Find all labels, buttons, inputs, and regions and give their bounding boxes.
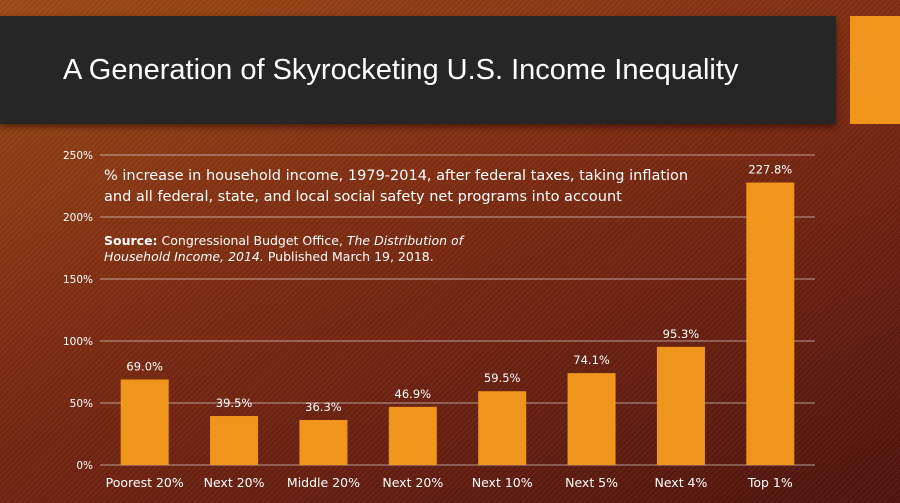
bar bbox=[746, 182, 795, 465]
x-tick-label: Top 1% bbox=[747, 475, 793, 490]
x-tick-label: Next 5% bbox=[565, 475, 618, 490]
x-tick-label: Middle 20% bbox=[287, 475, 360, 490]
source-org: Congressional Budget Office, bbox=[161, 233, 343, 248]
x-tick-label: Next 4% bbox=[654, 475, 707, 490]
x-tick-label: Next 10% bbox=[472, 475, 533, 490]
y-tick-label: 100% bbox=[63, 336, 93, 348]
value-label: 46.9% bbox=[395, 387, 432, 401]
bar bbox=[388, 406, 437, 465]
y-tick-label: 0% bbox=[76, 460, 93, 472]
source-published: Published March 19, 2018. bbox=[267, 249, 434, 264]
source-label: Source: bbox=[104, 233, 158, 248]
value-label: 36.3% bbox=[305, 400, 342, 414]
chart-caption-line-1: % increase in household income, 1979-201… bbox=[104, 168, 689, 184]
y-tick-label: 200% bbox=[63, 212, 93, 224]
bar bbox=[567, 373, 616, 465]
y-tick-label: 150% bbox=[63, 274, 93, 286]
chart-caption-line-2: and all federal, state, and local social… bbox=[104, 189, 622, 205]
source-publication-title-1: The Distribution of bbox=[346, 233, 464, 248]
bar bbox=[478, 391, 527, 465]
bar bbox=[120, 379, 169, 465]
x-axis-ticks: Poorest 20% Next 20% Middle 20% Next 20% Nex… bbox=[106, 475, 793, 490]
source-note-line-2: Household Income, 2014. Published March … bbox=[104, 249, 434, 264]
bar bbox=[656, 346, 705, 465]
accent-block bbox=[850, 16, 900, 124]
bar bbox=[210, 416, 259, 465]
source-note-line-1: Source: Congressional Budget Office, The… bbox=[104, 233, 463, 248]
value-label: 227.8% bbox=[748, 163, 792, 177]
value-label: 39.5% bbox=[216, 396, 253, 410]
value-label: 74.1% bbox=[573, 353, 610, 367]
value-label: 95.3% bbox=[663, 327, 700, 341]
value-label: 59.5% bbox=[484, 371, 521, 385]
bar bbox=[299, 419, 348, 465]
x-tick-label: Next 20% bbox=[382, 475, 443, 490]
source-publication-title-2: Household Income, 2014. bbox=[104, 249, 264, 264]
title-bar: A Generation of Skyrocketing U.S. Income… bbox=[0, 16, 836, 124]
y-tick-label: 250% bbox=[63, 150, 93, 162]
page-title: A Generation of Skyrocketing U.S. Income… bbox=[63, 54, 739, 86]
y-axis-ticks: 0% 50% 100% 150% 200% 250% bbox=[63, 150, 93, 472]
y-tick-label: 50% bbox=[70, 398, 93, 410]
value-label: 69.0% bbox=[126, 359, 163, 373]
value-labels: 69.0% 39.5% 36.3% 46.9% 59.5% 74.1% 95.3% 227.8… bbox=[126, 163, 792, 414]
bars bbox=[120, 182, 795, 465]
x-tick-label: Next 20% bbox=[204, 475, 265, 490]
x-tick-label: Poorest 20% bbox=[106, 475, 184, 490]
